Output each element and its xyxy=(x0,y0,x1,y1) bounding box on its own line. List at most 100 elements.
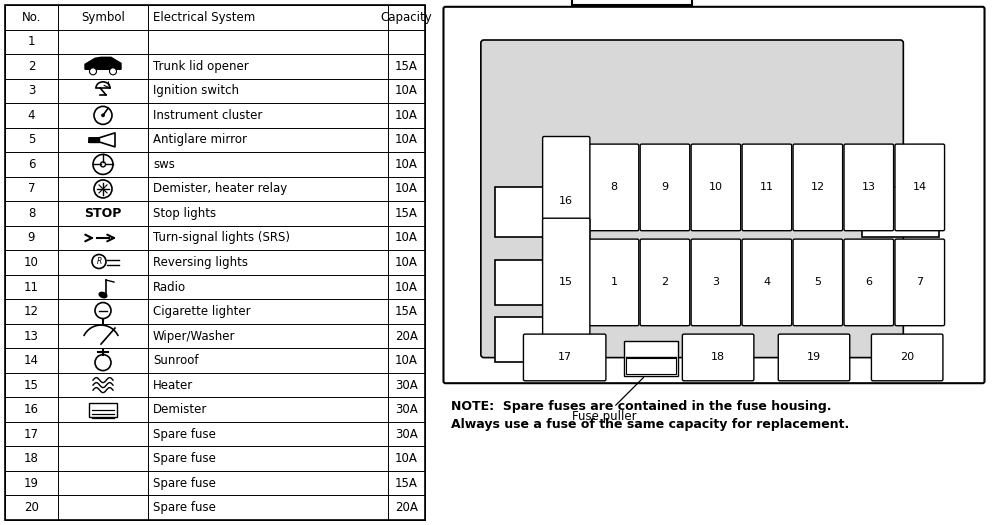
FancyBboxPatch shape xyxy=(844,239,894,326)
Text: Spare fuse: Spare fuse xyxy=(153,452,216,465)
Text: 14: 14 xyxy=(24,354,39,367)
Text: 1: 1 xyxy=(610,277,617,287)
Text: 10A: 10A xyxy=(395,452,418,465)
Text: 3: 3 xyxy=(28,85,35,97)
FancyBboxPatch shape xyxy=(742,144,792,230)
FancyBboxPatch shape xyxy=(682,334,754,381)
Text: 18: 18 xyxy=(711,352,725,362)
Text: 6: 6 xyxy=(28,158,35,171)
Text: 15A: 15A xyxy=(395,305,418,318)
Text: 10A: 10A xyxy=(395,256,418,269)
Text: 2: 2 xyxy=(661,277,669,287)
Text: Instrument cluster: Instrument cluster xyxy=(153,109,262,122)
Text: Capacity: Capacity xyxy=(381,10,432,24)
Text: 9: 9 xyxy=(28,232,35,245)
Circle shape xyxy=(90,68,96,75)
Text: Electrical System: Electrical System xyxy=(153,10,255,24)
Text: Reversing lights: Reversing lights xyxy=(153,256,248,269)
Text: 5: 5 xyxy=(28,133,35,146)
Text: 15A: 15A xyxy=(395,477,418,490)
Text: 16: 16 xyxy=(24,403,39,416)
FancyBboxPatch shape xyxy=(793,239,843,326)
Text: Wiper/Washer: Wiper/Washer xyxy=(153,330,236,343)
Bar xyxy=(495,187,572,237)
Text: 4: 4 xyxy=(763,277,770,287)
Text: 19: 19 xyxy=(807,352,821,362)
Ellipse shape xyxy=(99,292,107,298)
Text: NOTE:  Spare fuses are contained in the fuse housing.: NOTE: Spare fuses are contained in the f… xyxy=(451,400,831,413)
Text: 12: 12 xyxy=(24,305,39,318)
Text: 13: 13 xyxy=(24,330,39,343)
Text: Radio: Radio xyxy=(153,280,186,293)
Text: 10A: 10A xyxy=(395,354,418,367)
Bar xyxy=(495,259,561,305)
Text: Spare fuse: Spare fuse xyxy=(153,501,216,514)
Text: 1: 1 xyxy=(28,35,35,48)
Text: 20A: 20A xyxy=(395,501,418,514)
Text: 10A: 10A xyxy=(395,280,418,293)
FancyBboxPatch shape xyxy=(523,334,606,381)
Text: 20: 20 xyxy=(24,501,39,514)
Text: Demister: Demister xyxy=(153,403,207,416)
Bar xyxy=(624,341,678,375)
FancyBboxPatch shape xyxy=(640,144,690,230)
Text: 10A: 10A xyxy=(395,85,418,97)
Text: 17: 17 xyxy=(24,428,39,440)
Text: 7: 7 xyxy=(28,182,35,195)
Text: Antiglare mirror: Antiglare mirror xyxy=(153,133,247,146)
Text: 19: 19 xyxy=(24,477,39,490)
Text: Heater: Heater xyxy=(153,379,193,392)
Circle shape xyxy=(102,114,104,117)
Bar xyxy=(89,403,117,417)
Text: Symbol: Symbol xyxy=(81,10,125,24)
Text: Cigarette lighter: Cigarette lighter xyxy=(153,305,251,318)
Text: 10: 10 xyxy=(709,182,723,192)
FancyBboxPatch shape xyxy=(778,334,850,381)
Bar xyxy=(626,358,676,373)
Text: Spare fuse: Spare fuse xyxy=(153,428,216,440)
Text: 6: 6 xyxy=(865,277,872,287)
Polygon shape xyxy=(85,57,121,69)
FancyBboxPatch shape xyxy=(691,239,741,326)
Text: 20: 20 xyxy=(900,352,914,362)
Text: 17: 17 xyxy=(558,352,572,362)
Text: Ignition switch: Ignition switch xyxy=(153,85,239,97)
FancyBboxPatch shape xyxy=(543,218,590,346)
Text: 7: 7 xyxy=(916,277,923,287)
FancyBboxPatch shape xyxy=(589,144,639,230)
FancyBboxPatch shape xyxy=(742,239,792,326)
Text: 30A: 30A xyxy=(395,379,418,392)
Text: STOP: STOP xyxy=(84,207,122,220)
Text: 10A: 10A xyxy=(395,133,418,146)
FancyBboxPatch shape xyxy=(589,239,639,326)
Polygon shape xyxy=(89,138,99,142)
Text: Spare fuse: Spare fuse xyxy=(153,477,216,490)
Text: 4: 4 xyxy=(28,109,35,122)
FancyBboxPatch shape xyxy=(640,239,690,326)
Text: Trunk lid opener: Trunk lid opener xyxy=(153,60,249,73)
Text: 10A: 10A xyxy=(395,158,418,171)
Text: 12: 12 xyxy=(811,182,825,192)
Text: 10A: 10A xyxy=(395,232,418,245)
Text: 8: 8 xyxy=(28,207,35,220)
Circle shape xyxy=(110,68,116,75)
Text: 11: 11 xyxy=(24,280,39,293)
Text: 15: 15 xyxy=(559,277,573,287)
Text: Always use a fuse of the same capacity for replacement.: Always use a fuse of the same capacity f… xyxy=(451,418,849,431)
Bar xyxy=(5,5,425,520)
Text: 30A: 30A xyxy=(395,403,418,416)
Text: 5: 5 xyxy=(814,277,821,287)
Text: No.: No. xyxy=(22,10,41,24)
Text: 10A: 10A xyxy=(395,109,418,122)
Text: 20A: 20A xyxy=(395,330,418,343)
FancyBboxPatch shape xyxy=(871,334,943,381)
Text: 15A: 15A xyxy=(395,207,418,220)
Text: Sunroof: Sunroof xyxy=(153,354,198,367)
Text: 11: 11 xyxy=(760,182,774,192)
Text: 15: 15 xyxy=(24,379,39,392)
Text: 10: 10 xyxy=(24,256,39,269)
FancyBboxPatch shape xyxy=(895,239,945,326)
Bar xyxy=(572,0,692,5)
Text: Fuse puller: Fuse puller xyxy=(572,377,644,423)
Text: 30A: 30A xyxy=(395,428,418,440)
